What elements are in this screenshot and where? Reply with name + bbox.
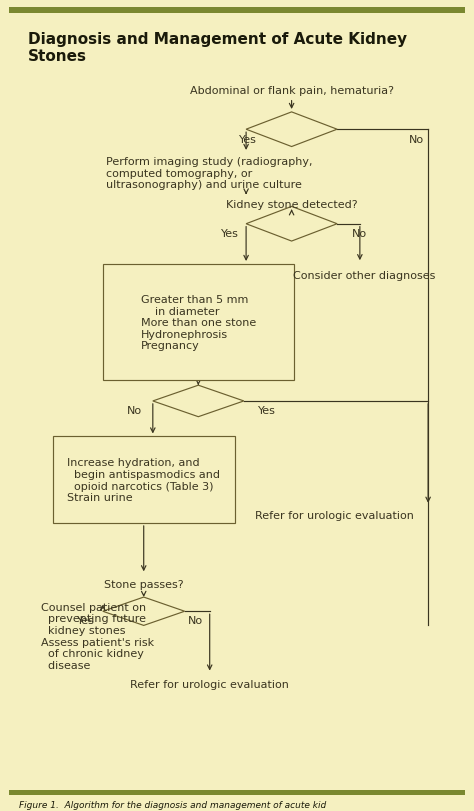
Text: Figure 1.  Algorithm for the diagnosis and management of acute kid: Figure 1. Algorithm for the diagnosis an…	[19, 800, 326, 809]
Text: Yes: Yes	[258, 406, 275, 416]
Bar	[9, 8, 465, 14]
Text: Increase hydration, and
  begin antispasmodics and
  opioid narcotics (Table 3)
: Increase hydration, and begin antispasmo…	[67, 457, 220, 503]
Bar	[9, 790, 465, 795]
Text: No: No	[409, 135, 424, 144]
Text: Yes: Yes	[77, 616, 95, 625]
Text: Abdominal or flank pain, hematuria?: Abdominal or flank pain, hematuria?	[190, 86, 393, 96]
Text: Diagnosis and Management of Acute Kidney
Stones: Diagnosis and Management of Acute Kidney…	[27, 32, 407, 64]
Text: Consider other diagnoses: Consider other diagnoses	[293, 271, 436, 281]
Text: Kidney stone detected?: Kidney stone detected?	[226, 200, 357, 210]
Text: Refer for urologic evaluation: Refer for urologic evaluation	[130, 680, 289, 689]
Text: Yes: Yes	[221, 229, 239, 239]
Text: Refer for urologic evaluation: Refer for urologic evaluation	[255, 510, 414, 521]
FancyBboxPatch shape	[53, 437, 235, 523]
Text: Stone passes?: Stone passes?	[104, 579, 183, 589]
Text: Counsel patient on
  preventing future
  kidney stones
Assess patient's risk
  o: Counsel patient on preventing future kid…	[41, 602, 155, 670]
FancyBboxPatch shape	[103, 264, 294, 381]
Text: No: No	[351, 229, 366, 239]
Text: No: No	[188, 616, 203, 625]
Text: Yes: Yes	[239, 135, 257, 144]
Text: No: No	[127, 406, 142, 416]
Text: Greater than 5 mm
    in diameter
More than one stone
Hydronephrosis
Pregnancy: Greater than 5 mm in diameter More than …	[141, 294, 256, 351]
Text: Perform imaging study (radiography,
computed tomography, or
ultrasonography) and: Perform imaging study (radiography, comp…	[107, 157, 313, 190]
